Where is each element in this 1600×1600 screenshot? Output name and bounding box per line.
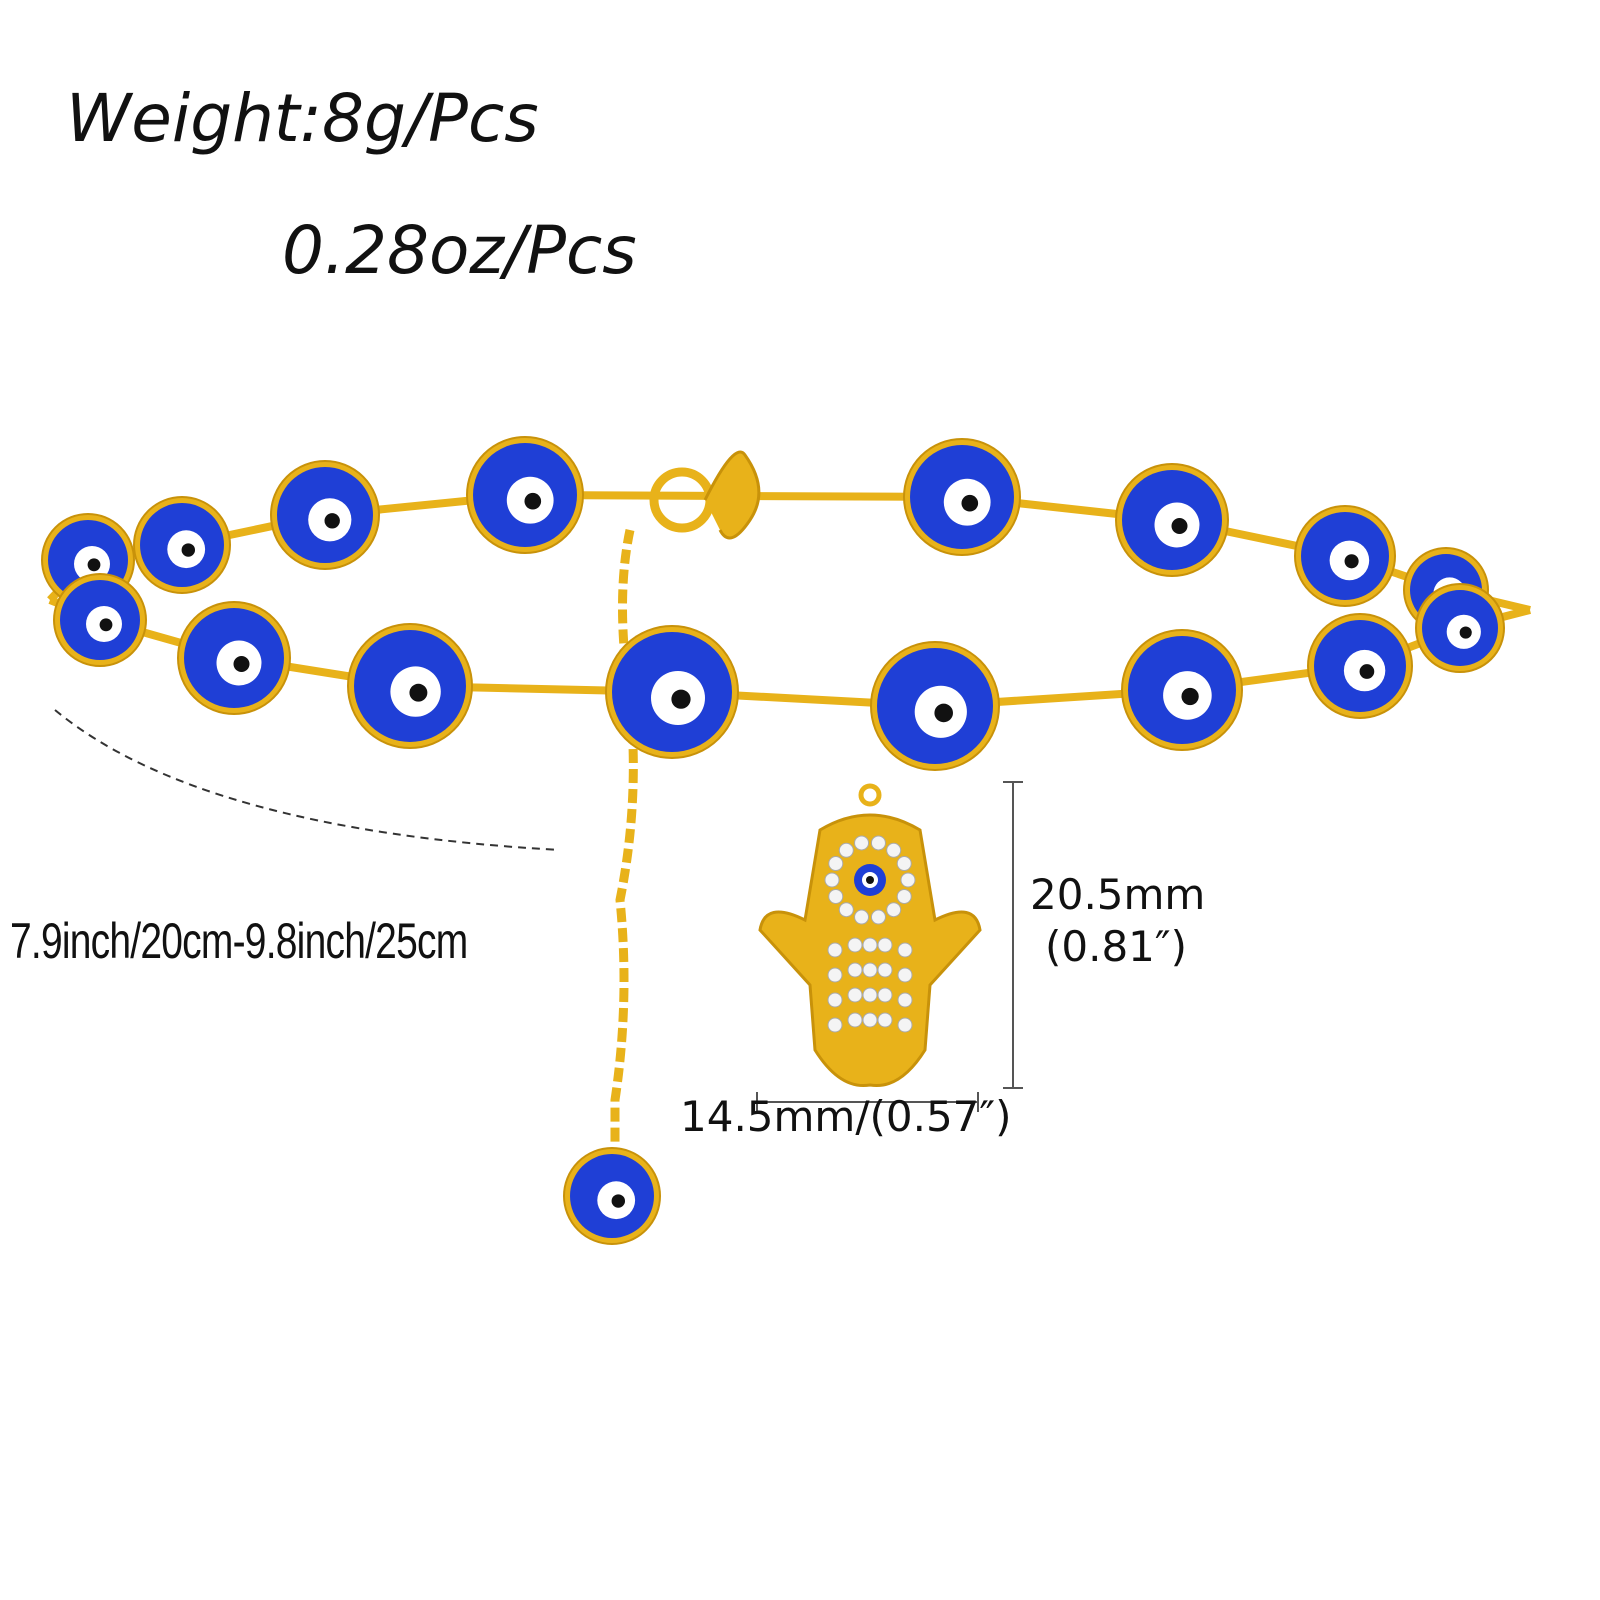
evil-eye-bead-icon: [133, 496, 231, 594]
length-label: 7.9inch/20cm-9.8inch/25cm: [10, 913, 468, 969]
charm-height-mm: 20.5mm: [1030, 870, 1206, 919]
rhinestone: [847, 987, 863, 1003]
evil-eye-bead-icon: [53, 573, 147, 667]
rhinestone: [877, 987, 893, 1003]
weight-grams: Weight:8g/Pcs: [66, 80, 539, 157]
rhinestone: [862, 1012, 878, 1028]
rhinestone: [854, 835, 870, 851]
rhinestone: [877, 1012, 893, 1028]
evil-eye-bead-icon: [605, 625, 739, 759]
rhinestone: [827, 1017, 843, 1033]
rhinestone: [827, 992, 843, 1008]
rhinestone: [886, 902, 902, 918]
evil-eye-bead-icon: [1415, 583, 1505, 673]
evil-eye-bead-icon: [903, 438, 1021, 556]
evil-eye-bead-icon: [563, 1147, 661, 1245]
length-dashed-curve: [54, 709, 561, 851]
rhinestone: [870, 909, 886, 925]
rhinestone: [854, 909, 870, 925]
rhinestone: [828, 856, 844, 872]
evil-eye-bead-icon: [466, 436, 584, 554]
weight-ounces: 0.28oz/Pcs: [282, 212, 637, 289]
lobster-clasp-icon: [649, 450, 761, 540]
rhinestone: [897, 1017, 913, 1033]
rhinestone: [897, 942, 913, 958]
rhinestone: [897, 967, 913, 983]
hamsa-hand-charm-icon: [758, 783, 982, 1088]
evil-eye-bead-icon: [1307, 613, 1413, 719]
rhinestone: [862, 987, 878, 1003]
evil-eye-bead-icon: [177, 601, 291, 715]
rhinestone: [838, 842, 854, 858]
rhinestone: [827, 967, 843, 983]
rhinestone: [847, 1012, 863, 1028]
rhinestone: [896, 888, 912, 904]
rhinestone: [886, 842, 902, 858]
rhinestone: [897, 992, 913, 1008]
charm-width: 14.5mm/(0.57″): [680, 1092, 1012, 1141]
evil-eye-bead-icon: [1294, 505, 1396, 607]
chain-link: [48, 596, 1531, 711]
rhinestone: [847, 937, 863, 953]
rhinestone: [847, 962, 863, 978]
rhinestone: [900, 872, 916, 888]
width-dimension-line: [756, 1092, 979, 1112]
rhinestone: [862, 937, 878, 953]
evil-eye-bead-icon: [1121, 629, 1243, 751]
evil-eye-bead-icon: [870, 641, 1000, 771]
rhinestone: [827, 942, 843, 958]
rhinestone: [862, 962, 878, 978]
rhinestone: [870, 835, 886, 851]
rhinestone: [877, 962, 893, 978]
evil-eye-bead-icon: [347, 623, 473, 749]
evil-eye-bead-icon: [270, 460, 380, 570]
rhinestone: [828, 888, 844, 904]
charm-height-in: (0.81″): [1045, 922, 1187, 971]
rhinestone: [824, 872, 840, 888]
height-dimension-line: [1003, 781, 1023, 1089]
rhinestone: [896, 856, 912, 872]
extender-chain: [610, 529, 638, 1160]
evil-eye-bead-icon: [1115, 463, 1229, 577]
rhinestone: [877, 937, 893, 953]
rhinestone: [838, 902, 854, 918]
